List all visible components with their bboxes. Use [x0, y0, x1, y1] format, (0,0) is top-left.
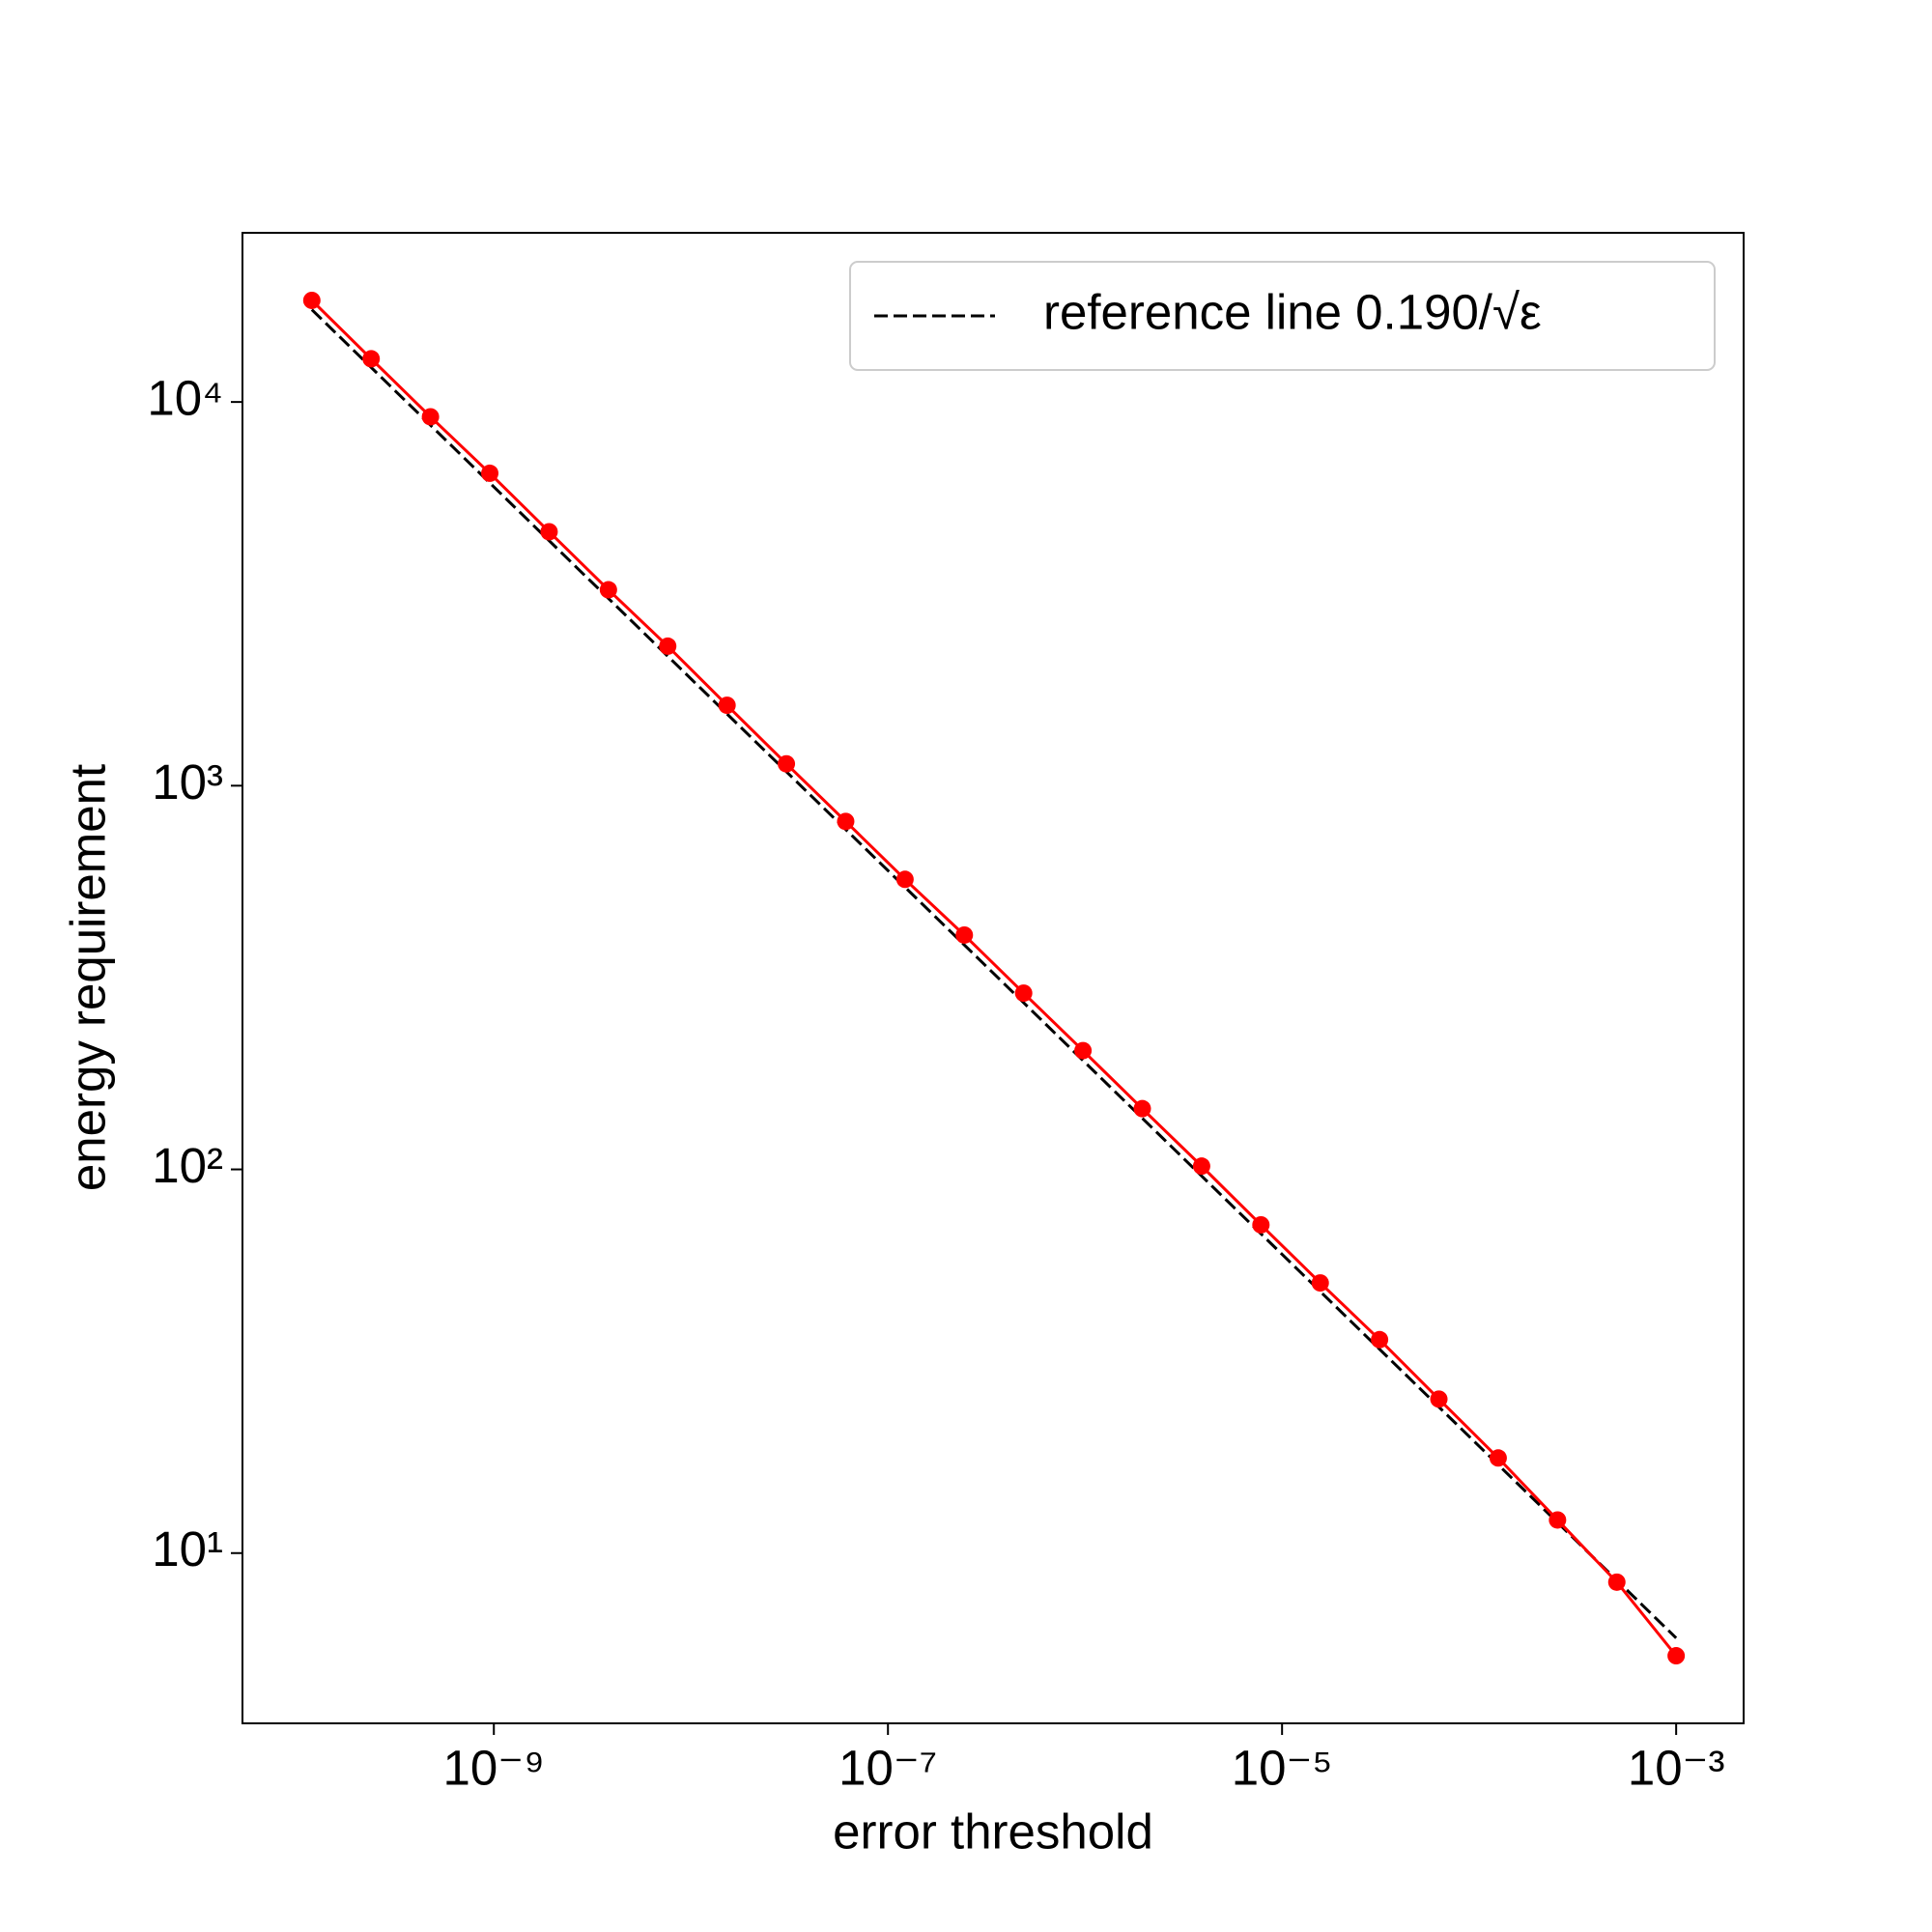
x-axis-label: error threshold	[833, 1804, 1153, 1859]
data-point	[1311, 1274, 1329, 1293]
x-tick-label: 10⁻³	[1628, 1740, 1725, 1795]
data-point	[1430, 1390, 1448, 1408]
x-tick-label: 10⁻⁵	[1232, 1740, 1333, 1795]
data-point	[659, 637, 677, 655]
data-point	[1489, 1449, 1507, 1467]
x-tick-label: 10⁻⁷	[838, 1740, 937, 1795]
data-point	[1252, 1215, 1270, 1234]
y-axis-label: energy requirement	[60, 764, 115, 1191]
data-point	[1133, 1099, 1151, 1118]
data-point	[895, 870, 914, 889]
y-tick-label: 10⁴	[147, 371, 223, 426]
series-line	[310, 308, 1678, 1639]
data-point	[778, 754, 796, 773]
data-point	[540, 523, 558, 541]
y-tick-label: 10²	[152, 1138, 223, 1193]
data-point	[362, 350, 381, 368]
data-point	[718, 696, 736, 715]
legend-label: reference line 0.190/√ε	[1043, 284, 1542, 339]
legend-box	[849, 261, 1716, 371]
y-tick-label: 10³	[152, 754, 223, 810]
data-point	[1548, 1511, 1567, 1529]
data-point	[837, 812, 855, 831]
data-point	[302, 291, 321, 309]
data-point	[955, 925, 974, 944]
data-point	[1192, 1157, 1210, 1176]
data-point	[599, 581, 617, 599]
x-tick-label: 10⁻⁹	[442, 1740, 545, 1795]
y-tick-label: 10¹	[152, 1521, 223, 1577]
data-point	[1607, 1573, 1626, 1591]
data-point	[1667, 1647, 1686, 1665]
data-point	[1074, 1041, 1093, 1060]
data-point	[1014, 984, 1033, 1003]
plot-frame	[242, 232, 1745, 1724]
data-point	[1371, 1330, 1389, 1349]
series-line	[310, 298, 1678, 1658]
data-point	[421, 408, 440, 426]
data-point	[481, 464, 499, 482]
